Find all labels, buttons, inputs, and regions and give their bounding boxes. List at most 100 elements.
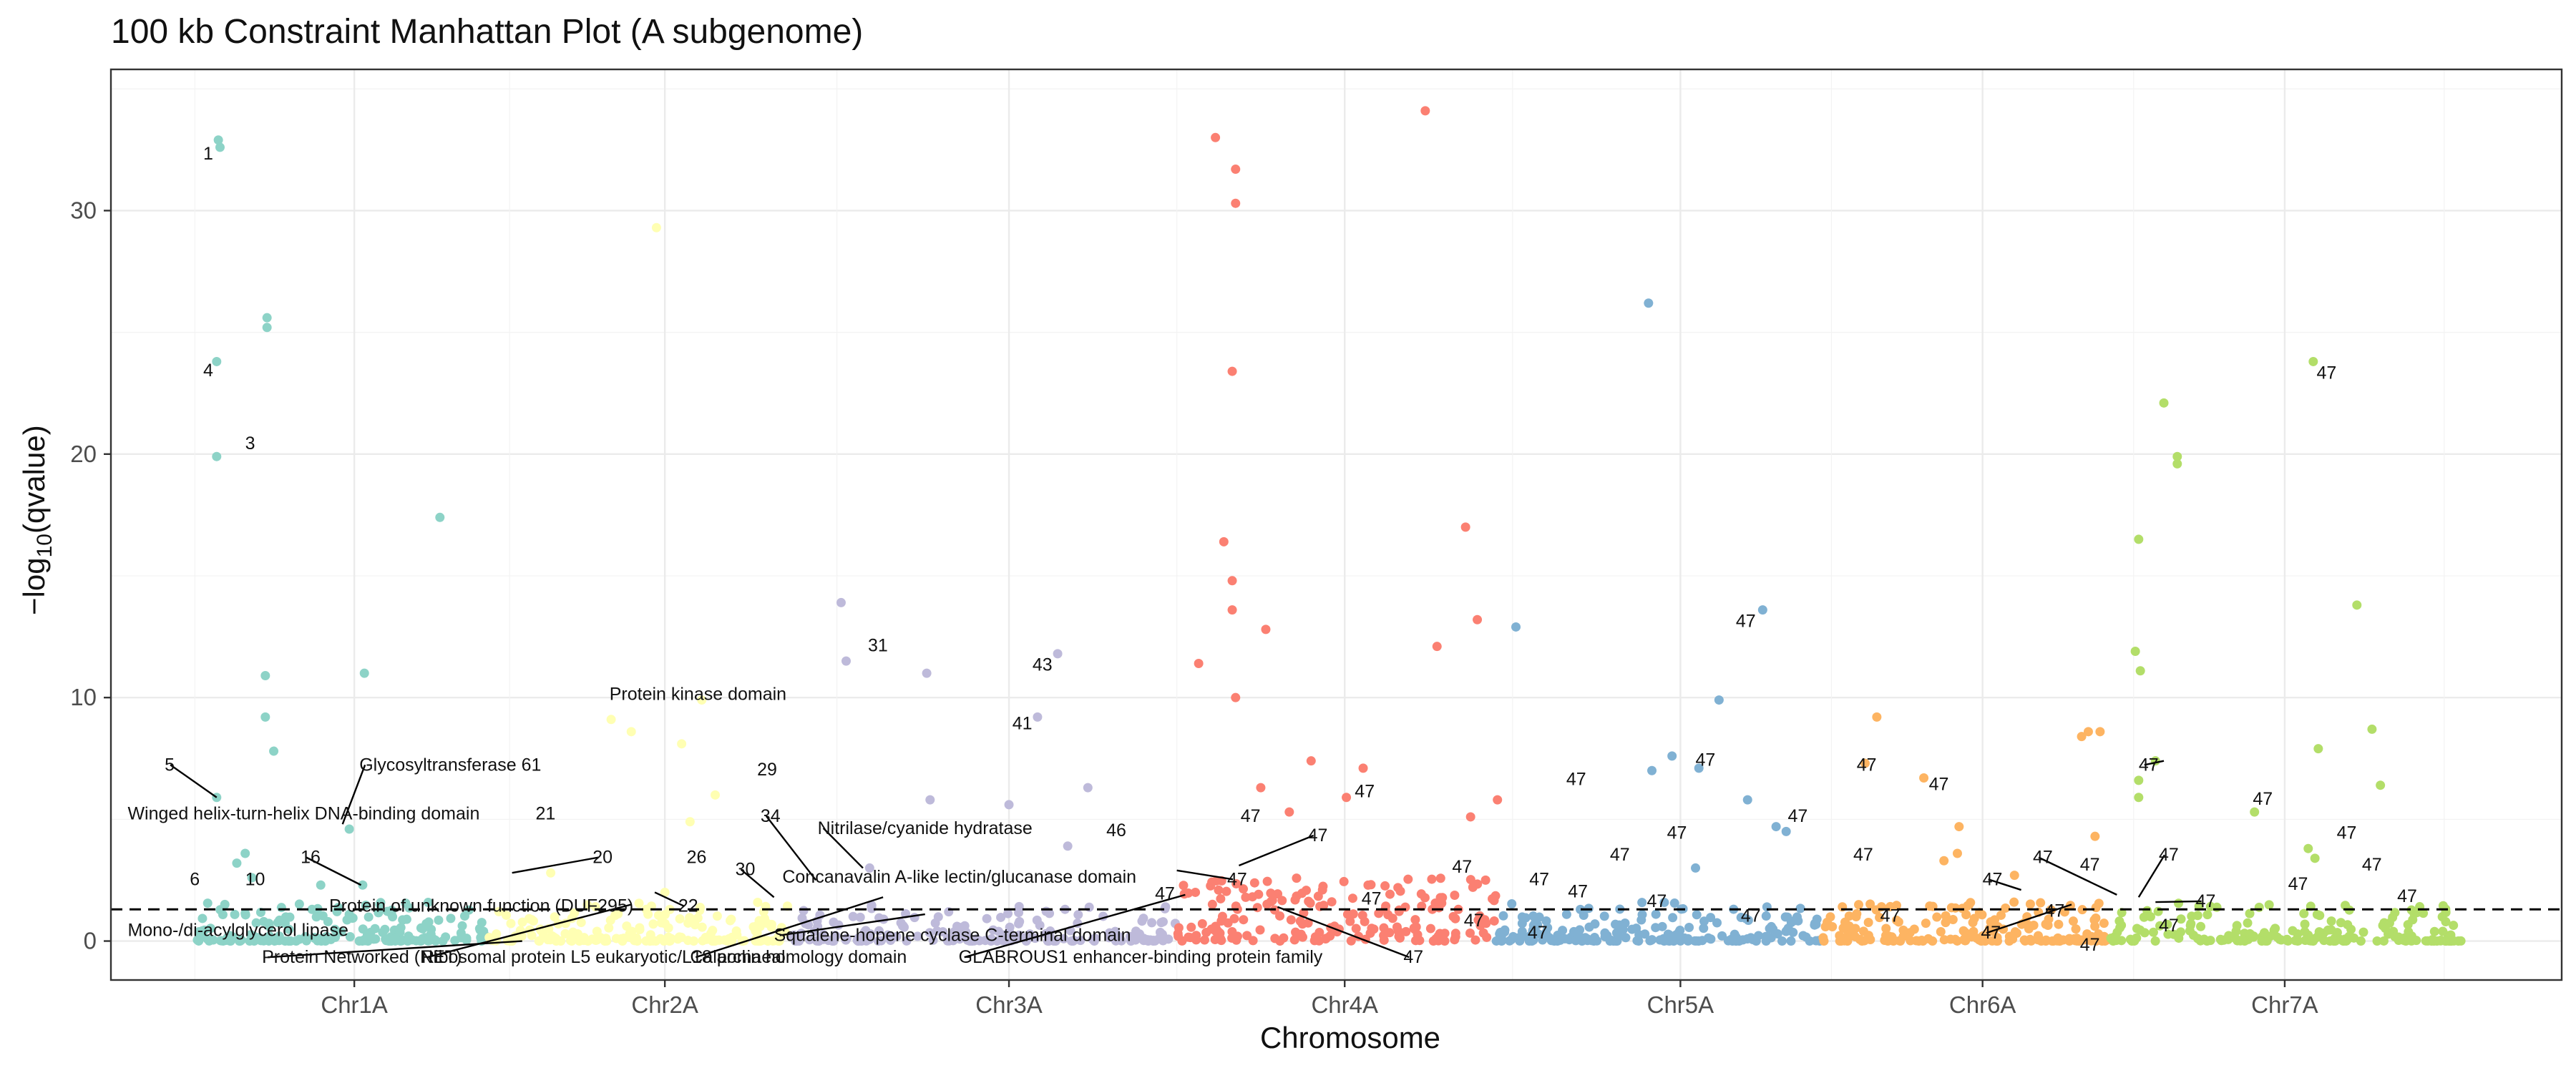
data-point bbox=[1306, 756, 1316, 766]
background-point bbox=[1761, 931, 1771, 941]
x-tick-label: Chr7A bbox=[2251, 991, 2318, 1018]
background-point bbox=[1599, 911, 1609, 921]
data-point bbox=[685, 817, 695, 827]
background-point bbox=[1410, 915, 1420, 925]
background-point bbox=[1977, 910, 1987, 920]
background-point bbox=[1273, 889, 1283, 899]
data-point bbox=[1358, 763, 1368, 773]
background-point bbox=[560, 929, 570, 939]
background-point bbox=[1961, 936, 1971, 946]
background-point bbox=[1852, 908, 1862, 918]
annotation-leader bbox=[740, 868, 775, 898]
annotation-label: Nitrilase/cyanide hydratase bbox=[818, 818, 1033, 838]
annotation-label: 47 bbox=[2033, 848, 2053, 868]
background-point bbox=[550, 912, 560, 922]
background-point bbox=[1606, 935, 1616, 945]
annotation-leader-lines bbox=[170, 760, 2202, 959]
background-point bbox=[712, 911, 722, 921]
background-point bbox=[697, 922, 707, 932]
background-point bbox=[2127, 936, 2137, 946]
background-point bbox=[902, 936, 912, 946]
background-point bbox=[1088, 934, 1098, 944]
background-point bbox=[502, 910, 512, 920]
annotation-label: 46 bbox=[1106, 820, 1126, 841]
background-point bbox=[1014, 918, 1024, 929]
background-point bbox=[1191, 931, 1201, 941]
background-point bbox=[2069, 934, 2079, 944]
background-point bbox=[1339, 876, 1349, 886]
background-point bbox=[1134, 931, 1144, 941]
data-point bbox=[1919, 773, 1929, 783]
background-point bbox=[1073, 910, 1083, 920]
annotation-label: 47 bbox=[2159, 916, 2179, 936]
background-point bbox=[517, 917, 527, 927]
background-point bbox=[492, 929, 502, 939]
background-point bbox=[2090, 921, 2100, 931]
background-point bbox=[1179, 881, 1189, 891]
background-point bbox=[1304, 896, 1314, 906]
data-point bbox=[1004, 800, 1014, 810]
background-point bbox=[797, 913, 807, 923]
background-point bbox=[1465, 928, 1475, 938]
background-point bbox=[804, 935, 814, 945]
panel-border bbox=[109, 68, 2563, 981]
data-point bbox=[1954, 822, 1964, 832]
y-axis-title-tail: (qvalue) bbox=[17, 425, 51, 534]
data-point bbox=[359, 668, 369, 678]
background-point bbox=[421, 918, 431, 929]
background-point bbox=[534, 936, 544, 946]
background-point bbox=[616, 934, 626, 944]
annotation-label: Winged helix-turn-helix DNA-binding doma… bbox=[127, 803, 479, 823]
background-point bbox=[251, 918, 261, 928]
background-point bbox=[2336, 918, 2346, 928]
background-point bbox=[912, 931, 922, 941]
data-point bbox=[2303, 843, 2313, 853]
background-point bbox=[1887, 932, 1897, 942]
data-point bbox=[247, 873, 257, 883]
background-point bbox=[2358, 927, 2368, 937]
background-point bbox=[330, 924, 340, 934]
background-point bbox=[732, 930, 742, 940]
background-point bbox=[886, 936, 896, 946]
background-point bbox=[494, 906, 504, 916]
data-point bbox=[2090, 831, 2100, 841]
background-point bbox=[867, 903, 877, 913]
background-point bbox=[438, 936, 448, 946]
background-point bbox=[2145, 911, 2155, 921]
annotation-label: 47 bbox=[1452, 857, 1472, 877]
annotation-label: 1 bbox=[203, 144, 213, 164]
x-tick-label: Chr6A bbox=[1949, 991, 2016, 1018]
background-point bbox=[1668, 913, 1678, 923]
background-point bbox=[1706, 934, 1716, 944]
background-point bbox=[1214, 885, 1224, 895]
background-point bbox=[1279, 933, 1289, 943]
background-point bbox=[1434, 903, 1444, 913]
annotation-label: 47 bbox=[2253, 789, 2273, 809]
background-point bbox=[1351, 923, 1361, 934]
background-point bbox=[1000, 936, 1010, 946]
annotation-label: Protein Networked (NET) bbox=[262, 947, 462, 967]
background-point bbox=[1482, 932, 1492, 942]
annotation-leader bbox=[512, 856, 599, 874]
background-point bbox=[1470, 935, 1480, 945]
background-point bbox=[221, 936, 231, 946]
background-point bbox=[2196, 921, 2206, 931]
background-point bbox=[1543, 923, 1553, 933]
data-point bbox=[2376, 780, 2386, 790]
background-point bbox=[1393, 883, 1403, 893]
background-point bbox=[1480, 915, 1490, 925]
background-point bbox=[1207, 899, 1217, 909]
background-point bbox=[579, 936, 589, 946]
background-point bbox=[1751, 936, 1761, 946]
background-point bbox=[675, 913, 685, 923]
annotation-leader bbox=[765, 815, 817, 881]
background-point bbox=[1618, 925, 1628, 935]
data-point bbox=[260, 712, 270, 722]
background-point bbox=[1277, 896, 1287, 906]
background-point bbox=[2004, 931, 2014, 941]
background-point bbox=[1262, 899, 1272, 909]
data-point bbox=[1647, 765, 1657, 775]
background-point bbox=[2176, 914, 2186, 924]
annotation-leader bbox=[964, 893, 1186, 959]
background-point bbox=[1318, 881, 1328, 891]
